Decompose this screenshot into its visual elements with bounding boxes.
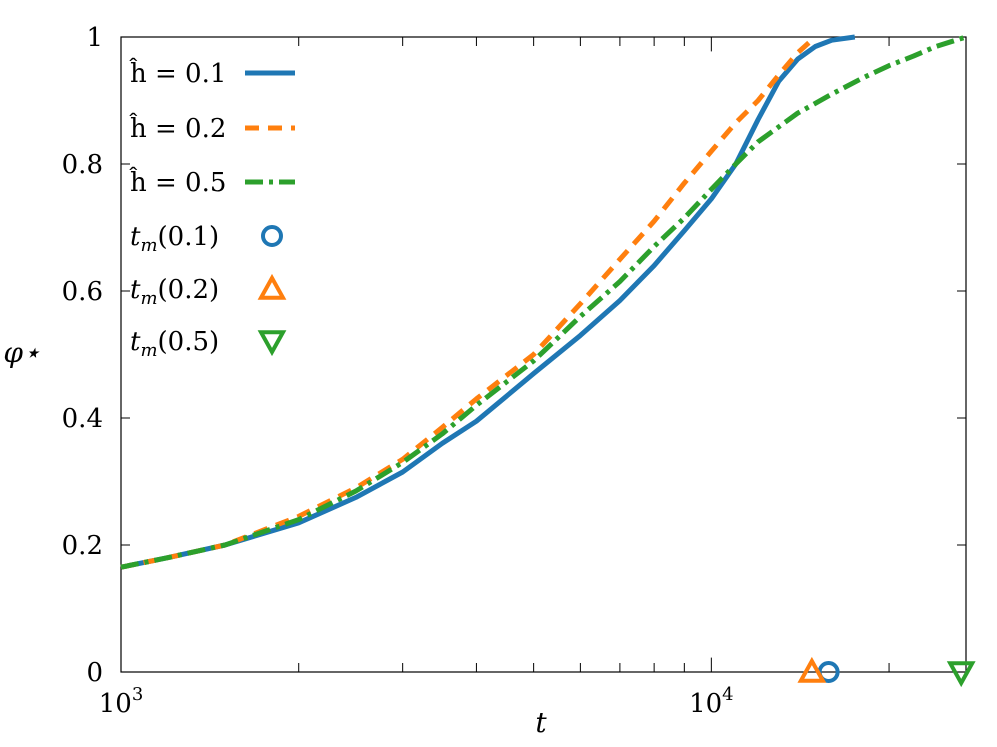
y-tick-label: 0.6 (62, 277, 103, 307)
legend-marker-0 (261, 225, 283, 247)
y-tick-label: 1 (86, 23, 103, 53)
marker-tm-2 (946, 661, 976, 688)
legend-label-marker-2: tm(0.5) (130, 327, 219, 361)
legend-label-1: ĥ = 0.2 (129, 112, 226, 144)
y-tick-label: 0.2 (62, 531, 103, 561)
y-tick-label: 0 (86, 658, 103, 688)
legend: ĥ = 0.1 ĥ = 0.2 ĥ = 0.5 tm(0.1) tm(0.2) tm(0.… (129, 57, 295, 361)
legend-label-marker-0: tm(0.1) (130, 222, 219, 256)
series-lines (120, 34, 967, 570)
series-line-2 (120, 34, 967, 570)
legend-label-marker-1: tm(0.2) (130, 275, 219, 309)
plot-frame (120, 36, 967, 673)
y-tick-label: 0.4 (62, 404, 103, 434)
legend-marker-1 (257, 273, 287, 300)
markers (797, 656, 976, 688)
y-tick-label: 0.8 (62, 150, 103, 180)
y-axis-label: φ⋆ (3, 336, 40, 369)
tick-labels: 0 0.2 0.4 0.6 0.8 1 103 104 (62, 23, 734, 719)
plot-area-border (120, 36, 967, 673)
x-axis-label: t (535, 706, 547, 739)
axis-ticks (120, 36, 966, 673)
marker-tm-1 (797, 656, 827, 683)
series-line-0 (120, 34, 856, 570)
legend-label-0: ĥ = 0.1 (129, 57, 226, 89)
legend-marker-2 (257, 330, 287, 357)
x-tick-label: 104 (689, 684, 734, 719)
legend-label-2: ĥ = 0.5 (129, 166, 226, 198)
x-tick-label: 103 (99, 684, 144, 719)
series-line-1 (120, 35, 817, 570)
